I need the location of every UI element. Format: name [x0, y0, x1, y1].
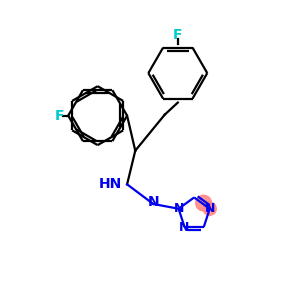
Text: F: F	[173, 28, 183, 41]
Text: N: N	[179, 220, 190, 233]
Circle shape	[203, 202, 216, 215]
Text: N: N	[148, 195, 159, 209]
Text: N: N	[173, 202, 184, 215]
Circle shape	[196, 195, 211, 211]
Text: F: F	[54, 109, 64, 123]
Text: HN: HN	[99, 177, 122, 191]
Text: N: N	[205, 202, 215, 215]
